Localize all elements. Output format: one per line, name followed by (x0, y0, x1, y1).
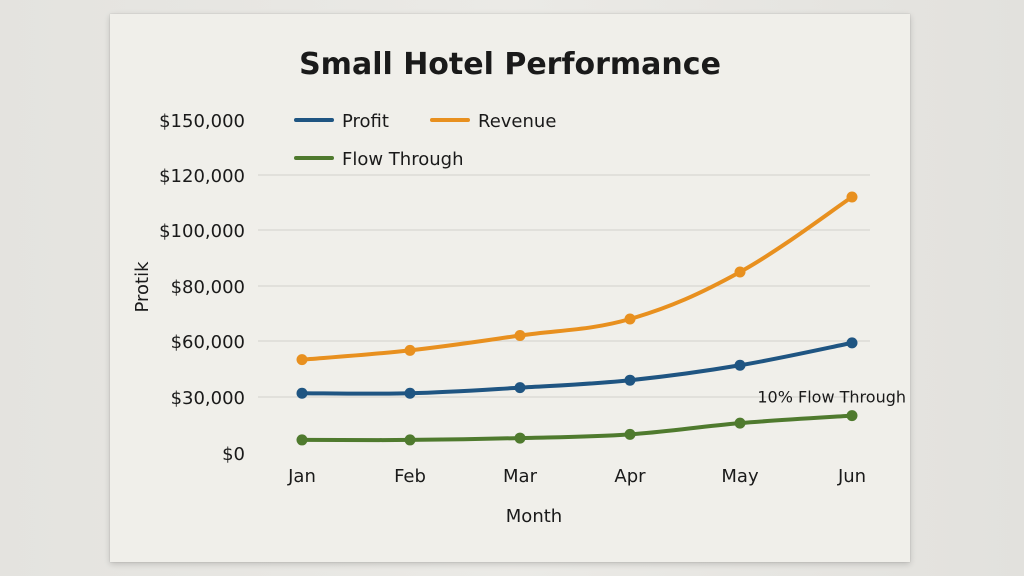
chart-title: Small Hotel Performance (299, 47, 721, 82)
x-tick-label: Mar (503, 466, 538, 487)
data-point-revenue (296, 354, 308, 366)
data-point-revenue (734, 266, 746, 278)
x-axis-title: Month (506, 506, 562, 527)
x-tick-label: Feb (394, 466, 426, 487)
data-point-flow-through (514, 432, 526, 444)
series-line-profit (300, 340, 854, 396)
y-axis-title: Protik (132, 261, 153, 313)
data-point-flow-through (624, 428, 636, 440)
series-revenue (296, 191, 858, 366)
legend-label-revenue: Revenue (478, 111, 556, 132)
data-point-profit (624, 374, 636, 386)
series-profit (296, 337, 858, 399)
x-tick-label: Apr (614, 466, 646, 487)
y-tick-label: $60,000 (171, 332, 245, 353)
series-lines (296, 191, 858, 446)
x-tick-label: Jan (287, 466, 316, 487)
x-tick-label: May (721, 466, 759, 487)
data-point-revenue (846, 191, 858, 203)
y-tick-label: $150,000 (159, 111, 245, 132)
data-point-revenue (404, 344, 416, 356)
chart-board (110, 14, 910, 562)
legend-label-profit: Profit (342, 111, 389, 132)
data-point-profit (514, 382, 526, 394)
legend: Profit Revenue Flow Through (294, 111, 556, 170)
data-point-flow-through (846, 410, 858, 422)
series-line-flow-through (300, 413, 854, 443)
x-tick-label: Jun (837, 466, 866, 487)
y-axis-ticks: $0 $30,000 $60,000 $80,000 $100,000 $120,000 $… (159, 111, 245, 465)
data-point-profit (846, 337, 858, 349)
annotations: 10% Flow Through (757, 388, 906, 407)
data-point-revenue (624, 313, 636, 325)
gridlines (258, 174, 870, 398)
y-tick-label: $30,000 (171, 388, 245, 409)
y-tick-label: $100,000 (159, 221, 245, 242)
data-point-profit (404, 387, 416, 399)
data-point-revenue (514, 330, 526, 341)
data-point-flow-through (404, 434, 416, 446)
data-point-flow-through (296, 434, 308, 446)
x-axis-ticks: Jan Feb Mar Apr May Jun (287, 466, 866, 487)
y-tick-label: $0 (222, 444, 245, 465)
data-point-profit (734, 359, 746, 371)
data-point-profit (296, 387, 308, 399)
data-point-flow-through (734, 417, 746, 429)
series-line-revenue (300, 195, 854, 362)
y-tick-label: $120,000 (159, 166, 245, 187)
y-tick-label: $80,000 (171, 277, 245, 298)
legend-label-flow-through: Flow Through (342, 149, 463, 170)
annotation-label: 10% Flow Through (757, 388, 906, 407)
series-flow-through (296, 410, 858, 446)
